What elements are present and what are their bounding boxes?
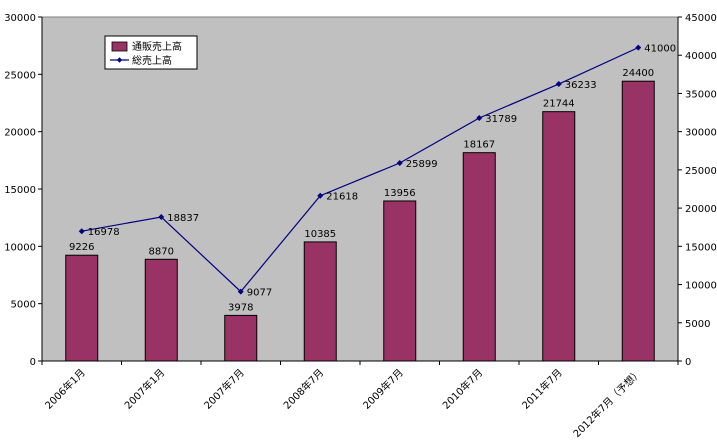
line-data-label: 18837 (167, 213, 199, 224)
bar (542, 111, 576, 362)
x-tick-label: 2007年1月 (122, 366, 168, 412)
left-tick-label: 20000 (4, 128, 36, 139)
right-y-axis: 0 5000 10000 15000 20000 25000 30000 35000 40000… (677, 13, 717, 368)
bar-data-label: 3978 (228, 302, 253, 313)
right-tick-label: 5000 (685, 319, 710, 330)
legend: 通販売上高 総売上高 (104, 35, 198, 70)
left-tick-label: 5000 (11, 300, 36, 311)
line-marker (317, 192, 324, 199)
x-tick-label: 2011年7月 (519, 366, 565, 412)
bar-data-label: 13956 (384, 188, 416, 199)
right-tick-label: 15000 (685, 242, 717, 253)
line-marker (396, 160, 403, 167)
x-axis-labels: 2006年1月 2007年1月 2007年7月 2008年7月 2009年7月 2010年… (41, 360, 679, 440)
legend-bar-swatch (111, 41, 128, 52)
bar (383, 200, 417, 362)
left-tick-label: 30000 (4, 13, 36, 24)
bar-data-label: 10385 (304, 229, 336, 240)
line-data-label: 36233 (565, 80, 597, 91)
bar (621, 80, 655, 362)
right-tick-label: 25000 (685, 166, 717, 177)
line-data-label: 16978 (88, 227, 120, 238)
right-tick-label: 0 (685, 357, 691, 368)
bar-data-label: 18167 (463, 140, 495, 151)
left-tick-label: 10000 (4, 242, 36, 253)
left-tick-label: 0 (30, 357, 36, 368)
x-tick-label: 2012年7月（予想） (570, 366, 644, 440)
bar (303, 241, 337, 362)
line-marker (555, 81, 562, 88)
line-data-label: 41000 (644, 44, 676, 55)
legend-line-label: 総売上高 (132, 54, 172, 67)
line-data-label: 9077 (247, 288, 272, 299)
right-tick-label: 20000 (685, 204, 717, 215)
line-marker (476, 114, 483, 121)
right-tick-label: 30000 (685, 128, 717, 139)
bar (224, 314, 258, 362)
line-marker (237, 288, 244, 295)
line-series: 16978 18837 9077 21618 25899 31789 36233 41000 (78, 44, 676, 299)
right-tick-label: 35000 (685, 89, 717, 100)
left-y-axis: 0 5000 10000 15000 20000 25000 30000 (4, 13, 43, 368)
bar (144, 258, 178, 362)
right-tick-label: 45000 (685, 13, 717, 24)
bar-data-label: 8870 (149, 246, 174, 257)
x-tick-label: 2006年1月 (42, 366, 88, 412)
bar-data-label: 24400 (622, 68, 654, 79)
left-tick-label: 15000 (4, 185, 36, 196)
bar (65, 254, 99, 362)
legend-bar-label: 通販売上高 (132, 40, 182, 53)
x-tick-label: 2010年7月 (440, 366, 486, 412)
legend-line-marker (116, 57, 123, 63)
legend-box (104, 35, 198, 70)
bar-data-label: 9226 (69, 242, 94, 253)
line-marker (158, 214, 165, 221)
line-marker (78, 228, 85, 235)
x-tick-label: 2008年7月 (281, 366, 327, 412)
right-tick-label: 10000 (685, 281, 717, 292)
line-marker (635, 44, 642, 51)
x-tick-label: 2007年7月 (201, 366, 247, 412)
x-tick-label: 2009年7月 (360, 366, 406, 412)
line-data-label: 21618 (326, 192, 358, 203)
line-path (81, 47, 639, 293)
bar-data-label: 21744 (543, 99, 575, 110)
line-data-label: 31789 (485, 114, 517, 125)
left-tick-label: 25000 (4, 70, 36, 81)
bar (462, 152, 496, 362)
right-tick-label: 40000 (685, 51, 717, 62)
line-data-label: 25899 (406, 159, 438, 170)
